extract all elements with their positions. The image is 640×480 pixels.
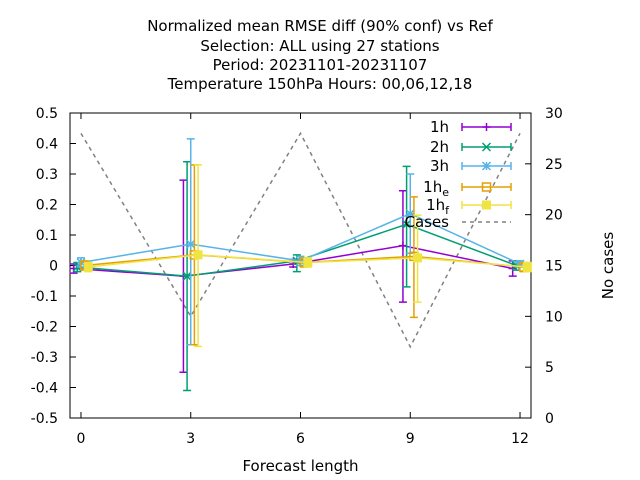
y-tick-label: 0.2 <box>36 198 58 214</box>
y-tick-label: -0.5 <box>31 411 58 427</box>
y-tick-label: -0.4 <box>31 381 58 397</box>
y-tick-label: 0.1 <box>36 228 58 244</box>
x-tick-label: 12 <box>511 431 529 447</box>
x-axis-label: Forecast length <box>242 457 358 475</box>
x-tick-label: 0 <box>77 431 86 447</box>
y2-tick-label: 0 <box>545 411 554 427</box>
y-tick-label: -0.2 <box>31 320 58 336</box>
y2-tick-label: 25 <box>545 157 563 173</box>
legend-errbar-4 <box>461 183 512 191</box>
legend-errbar-2 <box>461 143 512 151</box>
data-point-5 <box>193 250 203 260</box>
error-bar-2 <box>402 165 411 288</box>
legend-label-cases: Cases <box>404 213 449 231</box>
legend-label-subscript: e <box>442 186 449 199</box>
y-tick-label: 0.3 <box>36 167 58 183</box>
y2-tick-label: 5 <box>545 360 554 376</box>
y-tick-label: 0.5 <box>36 106 58 122</box>
legend-marker-3 <box>481 161 492 171</box>
chart-title-line-3: Period: 20231101-20231107 <box>212 56 428 74</box>
data-point-3 <box>405 209 415 219</box>
legend-errbar-5 <box>461 201 512 209</box>
legend-label-2: 2h <box>430 138 449 156</box>
legend-marker-2 <box>481 142 492 152</box>
y2-axis-label: No cases <box>599 232 617 300</box>
data-point-5 <box>413 253 423 263</box>
legend-errbar-3 <box>461 162 512 170</box>
data-point-2 <box>182 271 192 281</box>
data-point-1 <box>398 241 407 250</box>
x-tick-label: 9 <box>406 431 415 447</box>
legend-label-5: 1hf <box>426 196 450 217</box>
cases-line <box>80 131 521 349</box>
legend-label-3: 3h <box>430 157 449 175</box>
y-tick-label: 0 <box>49 259 58 275</box>
data-point-5 <box>522 262 532 272</box>
y2-tick-label: 10 <box>545 309 563 325</box>
legend-errbar-1 <box>461 123 512 131</box>
chart-title-line-2: Selection: ALL using 27 stations <box>200 37 440 55</box>
chart-title-line-4: Temperature 150hPa Hours: 00,06,12,18 <box>167 75 473 93</box>
y-tick-label: -0.1 <box>31 289 58 305</box>
data-point-3 <box>186 239 196 249</box>
x-tick-label: 6 <box>296 431 305 447</box>
data-point-2 <box>402 219 412 229</box>
legend-label-subscript: f <box>445 204 450 217</box>
legend-marker-5 <box>482 200 491 210</box>
y-tick-label: -0.3 <box>31 350 58 366</box>
legend-label-1: 1h <box>430 118 449 136</box>
y-tick-label: 0.4 <box>36 137 58 153</box>
x-tick-label: 3 <box>186 431 195 447</box>
y2-tick-label: 20 <box>545 208 563 224</box>
data-point-5 <box>303 257 313 267</box>
chart-title-line-1: Normalized mean RMSE diff (90% conf) vs … <box>147 17 493 35</box>
legend-marker-1 <box>482 123 491 131</box>
data-point-5 <box>83 262 93 272</box>
legend-marker-4 <box>481 182 492 192</box>
y2-tick-label: 30 <box>545 106 563 122</box>
y2-tick-label: 15 <box>545 259 563 275</box>
